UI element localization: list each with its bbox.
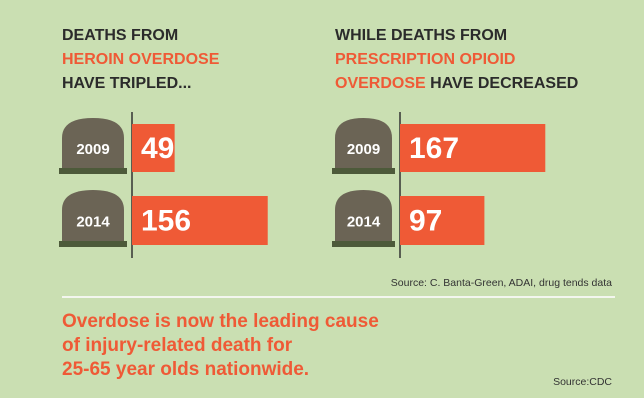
tombstone [335, 190, 392, 245]
title-part: DEATHS FROM [62, 27, 178, 44]
category-label: 2009 [76, 141, 109, 158]
bar [400, 124, 546, 172]
chart-title: HAVE TRIPLED... [62, 75, 192, 92]
chart-title: OVERDOSE HAVE DECREASED [335, 75, 578, 92]
grass [59, 241, 127, 247]
value-label: 167 [409, 132, 459, 165]
tombstone [62, 190, 124, 245]
chart-title: WHILE DEATHS FROM [335, 27, 507, 44]
grass [59, 168, 127, 174]
chart-title: PRESCRIPTION OPIOID [335, 51, 515, 68]
grass [332, 241, 395, 247]
footer-line: 25-65 year olds nationwide. [62, 359, 309, 380]
bar [132, 196, 268, 245]
category-label: 2009 [347, 141, 380, 158]
title-part: HAVE DECREASED [426, 75, 579, 92]
title-part: PRESCRIPTION OPIOID [335, 51, 515, 68]
tombstone [62, 118, 124, 172]
value-label: 156 [141, 204, 191, 237]
category-label: 2014 [347, 213, 381, 230]
chart-title: HEROIN OVERDOSE [62, 51, 220, 68]
title-part: HAVE TRIPLED... [62, 75, 192, 92]
source: Source: C. Banta-Green, ADAI, drug tends… [391, 277, 612, 289]
title-part: HEROIN OVERDOSE [62, 51, 220, 68]
bar [400, 196, 485, 245]
category-label: 2014 [76, 213, 110, 230]
footer-source: Source:CDC [553, 376, 612, 388]
footer-line: of injury-related death for [62, 335, 293, 356]
footer-line: Overdose is now the leading cause [62, 311, 379, 332]
tombstone [335, 118, 392, 172]
value-label: 97 [409, 204, 442, 237]
value-label: 49 [141, 132, 174, 165]
bar [132, 124, 175, 172]
title-part: OVERDOSE [335, 75, 426, 92]
title-part: WHILE DEATHS FROM [335, 27, 507, 44]
chart-title: DEATHS FROM [62, 27, 178, 44]
grass [332, 168, 395, 174]
